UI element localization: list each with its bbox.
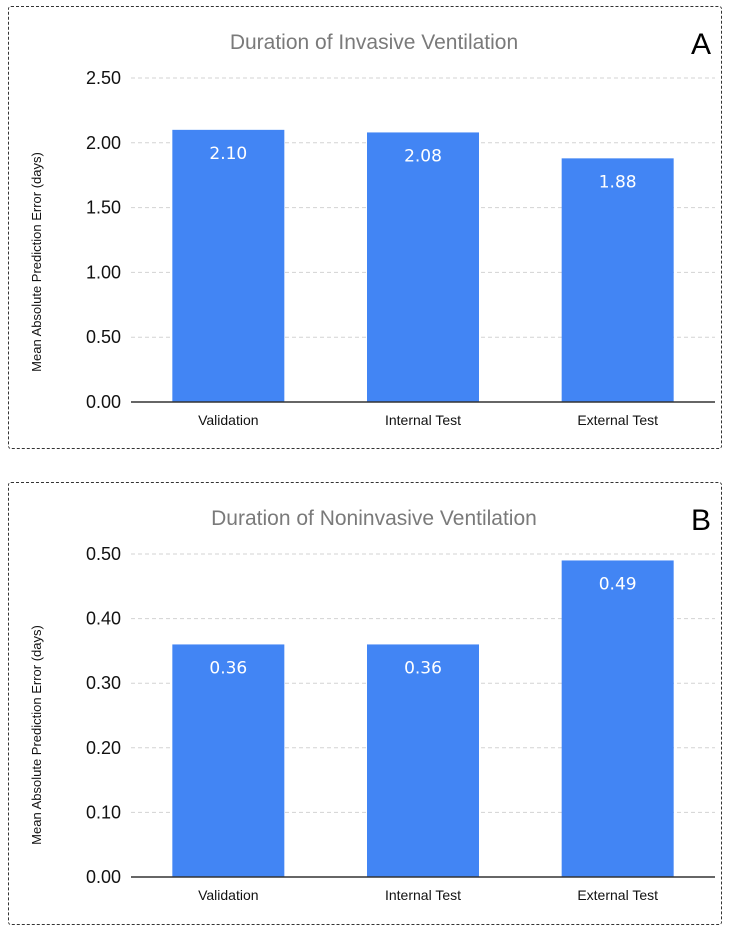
chart-a-plot-area: 0.00 0.50 1.00 1.50 2.00 2.50 2.10 Validation 2.…: [86, 68, 715, 428]
chart-b-bar-0: [172, 644, 285, 877]
chart-a-bar-0: [172, 129, 285, 402]
chart-a-category-label-1: Internal Test: [385, 412, 461, 428]
chart-a-category-label-2: External Test: [577, 412, 658, 428]
chart-b-y-tick-label-3: 0.30: [86, 673, 121, 693]
chart-a-category-label-0: Validation: [198, 412, 258, 428]
chart-a-title: Duration of Invasive Ventilation: [230, 31, 518, 54]
chart-a-y-tick-label-1: 0.50: [86, 327, 121, 347]
chart-a-bar-1: [367, 132, 479, 402]
chart-a-y-tick-label-4: 2.00: [86, 133, 121, 153]
chart-a-y-tick-label-0: 0.00: [86, 392, 121, 412]
chart-b-bar-value-label-2: 0.49: [599, 574, 637, 594]
chart-b-category-label-0: Validation: [198, 887, 258, 903]
chart-a-y-tick-label-5: 2.50: [86, 68, 121, 88]
chart-b-y-tick-label-0: 0.00: [86, 867, 121, 887]
chart-panel-a: Duration of Invasive Ventilation A Mean …: [8, 6, 722, 449]
chart-b-y-tick-label-4: 0.40: [86, 609, 121, 629]
chart-a-y-tick-label-3: 1.50: [86, 198, 121, 218]
chart-b-category-label-1: Internal Test: [385, 887, 461, 903]
chart-panel-b: Duration of Noninvasive Ventilation B Me…: [8, 482, 722, 925]
chart-b-bar-1: [367, 644, 479, 877]
chart-a-panel-letter: A: [691, 28, 711, 61]
chart-b-bar-value-label-0: 0.36: [209, 658, 247, 678]
chart-a-bar-value-label-1: 2.08: [404, 146, 442, 166]
chart-b-bar-value-label-1: 0.36: [404, 658, 442, 678]
chart-b-y-tick-label-5: 0.50: [86, 544, 121, 564]
chart-a-bar-2: [561, 158, 674, 402]
chart-b-bar-2: [561, 560, 674, 877]
chart-b-y-axis-title: Mean Absolute Prediction Error (days): [29, 625, 44, 845]
chart-a-svg: Duration of Invasive Ventilation A Mean …: [29, 28, 715, 428]
chart-b-panel-letter: B: [691, 504, 711, 537]
chart-a-y-tick-label-2: 1.00: [86, 262, 121, 282]
chart-b-svg: Duration of Noninvasive Ventilation B Me…: [29, 504, 715, 903]
chart-a-bar-value-label-2: 1.88: [599, 172, 637, 192]
chart-a-bar-value-label-0: 2.10: [209, 144, 247, 164]
chart-a-y-axis-title: Mean Absolute Prediction Error (days): [29, 152, 44, 372]
chart-b-plot-area: 0.00 0.10 0.20 0.30 0.40 0.50 0.36 Validation 0.…: [86, 544, 715, 903]
chart-b-y-tick-label-2: 0.20: [86, 738, 121, 758]
chart-b-title: Duration of Noninvasive Ventilation: [211, 507, 537, 530]
chart-b-y-tick-label-1: 0.10: [86, 802, 121, 822]
chart-b-category-label-2: External Test: [577, 887, 658, 903]
